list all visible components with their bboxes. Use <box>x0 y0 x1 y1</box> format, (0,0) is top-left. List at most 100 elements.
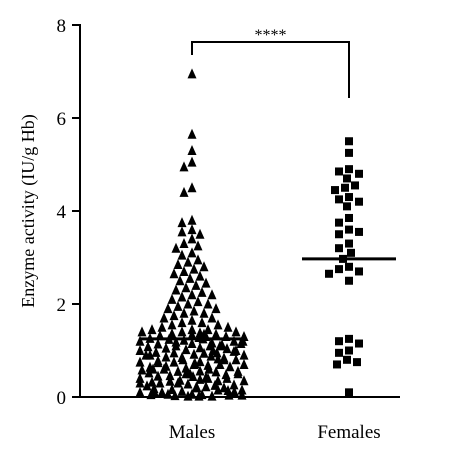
male-data-point <box>187 145 197 156</box>
male-data-point <box>177 226 187 237</box>
male-data-point <box>147 324 157 335</box>
male-data-point <box>195 270 205 281</box>
female-data-point <box>355 227 363 236</box>
male-data-point <box>185 272 195 283</box>
female-data-point <box>325 269 333 278</box>
male-data-point <box>169 310 179 321</box>
female-data-point <box>345 388 353 397</box>
male-data-point <box>229 379 239 390</box>
male-data-point <box>163 388 173 399</box>
female-data-point <box>335 244 343 253</box>
male-data-point <box>189 263 199 274</box>
male-data-point <box>199 307 209 318</box>
male-data-point <box>167 319 177 330</box>
male-data-point <box>199 347 209 358</box>
male-data-point <box>195 228 205 239</box>
male-data-point <box>187 289 197 300</box>
female-data-point <box>345 346 353 355</box>
male-data-point <box>177 326 187 337</box>
x-tick-label-females: Females <box>317 422 380 443</box>
female-data-point <box>345 165 353 174</box>
female-data-point <box>355 169 363 178</box>
female-data-point <box>335 195 343 204</box>
male-data-point <box>224 389 234 400</box>
median-lines <box>140 257 396 341</box>
female-data-point <box>353 358 361 367</box>
male-data-point <box>148 363 158 374</box>
data-points <box>135 68 363 401</box>
male-data-point <box>206 350 216 361</box>
male-data-point <box>135 356 145 367</box>
female-data-point <box>347 248 355 257</box>
male-data-point <box>157 321 167 332</box>
male-data-point <box>187 68 197 79</box>
male-data-point <box>177 217 187 228</box>
female-data-point <box>355 267 363 276</box>
male-data-point <box>199 261 209 272</box>
y-tick-label: 8 <box>57 16 67 37</box>
male-data-point <box>211 328 221 339</box>
male-data-point <box>222 343 232 354</box>
male-data-point <box>193 254 203 265</box>
male-data-point <box>169 356 179 367</box>
female-data-point <box>335 337 343 346</box>
male-data-point <box>219 382 229 393</box>
female-data-point <box>355 197 363 206</box>
male-data-point <box>187 128 197 139</box>
male-data-point <box>179 161 189 172</box>
male-data-point <box>163 303 173 314</box>
significance-label: **** <box>255 27 287 44</box>
male-data-point <box>231 326 241 337</box>
female-data-point <box>335 167 343 176</box>
male-data-point <box>203 324 213 335</box>
male-data-point <box>189 358 199 369</box>
male-data-point <box>173 258 183 269</box>
y-tick-label: 4 <box>57 202 67 223</box>
x-category-labels: Males Females <box>169 422 381 443</box>
female-data-point <box>333 360 341 369</box>
male-data-point <box>173 365 183 376</box>
male-data-point <box>171 340 181 351</box>
male-data-point <box>177 385 187 396</box>
male-data-point <box>167 293 177 304</box>
male-data-point <box>142 380 152 391</box>
male-data-point <box>178 354 188 365</box>
male-data-point <box>169 268 179 279</box>
female-data-point <box>345 225 353 234</box>
male-data-point <box>137 364 147 375</box>
male-data-point <box>143 341 153 352</box>
male-data-point <box>173 300 183 311</box>
male-data-point <box>193 240 203 251</box>
male-data-point <box>231 354 241 365</box>
female-data-point <box>341 183 349 192</box>
male-data-point <box>157 386 167 397</box>
male-data-point <box>193 296 203 307</box>
male-data-point <box>233 365 243 376</box>
male-data-point <box>236 338 246 349</box>
male-data-point <box>191 279 201 290</box>
male-data-point <box>195 373 205 384</box>
female-data-point <box>343 202 351 211</box>
male-data-point <box>165 370 175 381</box>
male-data-point <box>144 367 154 378</box>
male-data-point <box>177 317 187 328</box>
male-data-point <box>215 340 225 351</box>
female-data-point <box>345 193 353 202</box>
male-data-point <box>194 390 204 401</box>
male-data-point <box>187 214 197 225</box>
male-data-point <box>208 345 218 355</box>
male-data-point <box>207 390 217 401</box>
male-data-point <box>135 335 145 346</box>
male-data-point <box>175 275 185 286</box>
female-data-point <box>355 339 363 348</box>
male-data-point <box>195 365 205 376</box>
male-data-point <box>146 389 156 400</box>
y-tick-label: 0 <box>57 388 67 409</box>
female-data-point <box>335 348 343 357</box>
male-data-point <box>181 282 191 293</box>
male-data-point <box>213 384 223 395</box>
male-data-point <box>167 384 177 395</box>
male-data-point <box>229 345 239 356</box>
male-data-point <box>153 357 163 368</box>
